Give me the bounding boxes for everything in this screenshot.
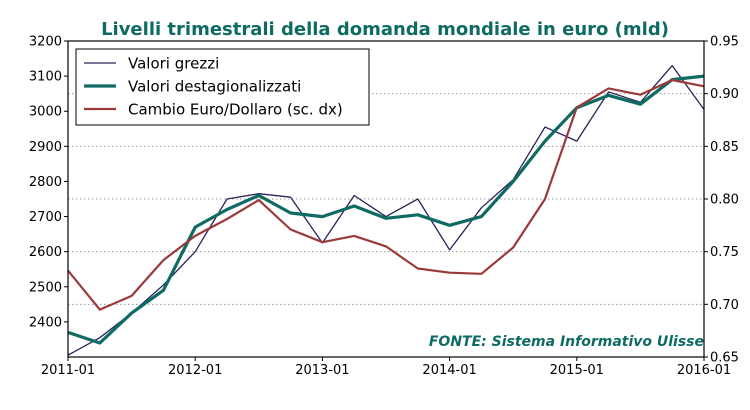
legend-box: [75, 48, 370, 126]
right-axis-ticks: 0.65 0.70 0.75 0.80 0.85 0.90 0.95: [704, 35, 739, 366]
left-tick-label: 2500: [29, 280, 62, 295]
right-tick-label: 0.95: [710, 35, 739, 50]
legend-label: Valori destagionalizzati: [128, 78, 301, 96]
x-tick-label: 2011-01: [41, 363, 95, 378]
source-note: FONTE: Sistema Informativo Ulisse: [429, 334, 704, 350]
right-tick-label: 0.80: [710, 193, 739, 208]
left-tick-label: 3200: [29, 35, 62, 50]
left-tick-label: 2900: [29, 140, 62, 155]
x-tick-label: 2016-01: [677, 363, 731, 378]
left-tick-label: 2400: [29, 315, 62, 330]
right-tick-label: 0.70: [710, 298, 739, 313]
plot-frame: [67, 40, 705, 358]
right-tick-label: 0.85: [710, 140, 739, 155]
legend-label: Valori grezzi: [128, 55, 219, 73]
series-line-2: [67, 74, 705, 345]
series-line-3: [67, 78, 705, 311]
right-tick-label: 0.65: [710, 351, 739, 366]
left-tick-label: 2600: [29, 245, 62, 260]
x-tick-label: 2015-01: [550, 363, 604, 378]
right-tick-label: 0.75: [710, 245, 739, 260]
right-tick-label: 0.90: [710, 87, 739, 102]
legend: Valori grezzi Valori destagionalizzati Cam…: [75, 48, 370, 126]
x-axis-ticks: 2011-01 2012-01 2013-01 2014-01 2015-01 2016-…: [41, 357, 731, 378]
left-tick-label: 3000: [29, 105, 62, 120]
series-lines: [67, 64, 705, 356]
left-tick-label: 3100: [29, 70, 62, 85]
legend-label: Cambio Euro/Dollaro (sc. dx): [128, 101, 343, 119]
left-tick-label: 2800: [29, 175, 62, 190]
chart-title: Livelli trimestrali della domanda mondia…: [101, 19, 669, 40]
left-axis-ticks: 2400 2500 2600 2700 2800 2900 3000 3100 3200: [29, 35, 68, 330]
x-tick-label: 2013-01: [295, 363, 349, 378]
x-tick-label: 2012-01: [168, 363, 222, 378]
x-tick-label: 2014-01: [422, 363, 476, 378]
left-tick-label: 2700: [29, 210, 62, 225]
